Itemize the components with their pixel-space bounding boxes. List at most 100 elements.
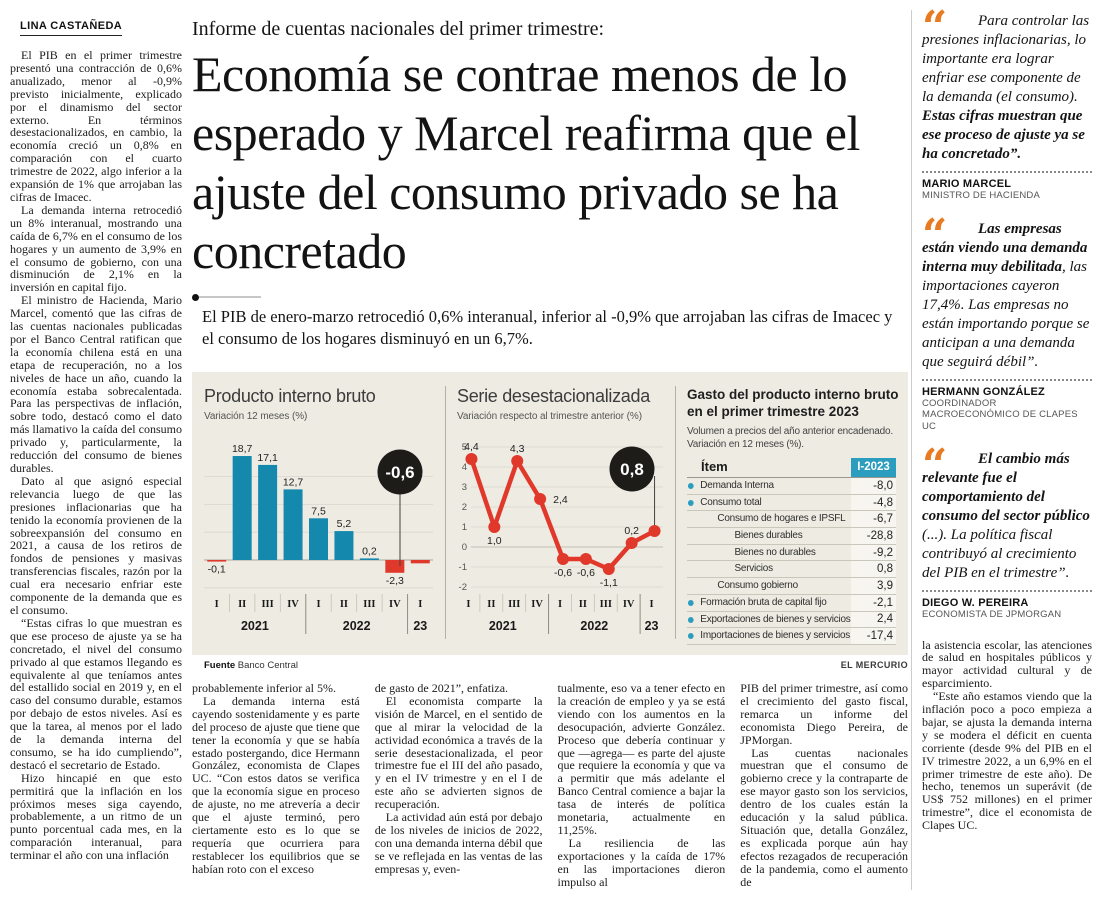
data-point (625, 537, 638, 549)
year-label: 23 (645, 619, 659, 633)
table-row-value: -28,8 (851, 528, 896, 544)
pull-quote-gonzalez: “Las empresas están viendo una demanda i… (922, 209, 1092, 433)
line-chart-title: Serie desestacionalizada (457, 386, 650, 406)
bar-chart-subtitle: Variación 12 meses (%) (204, 411, 308, 422)
right-column: “Para controlar las presiones inflaciona… (922, 2, 1092, 833)
paragraph: La demanda interna está cayendo sostenid… (192, 693, 360, 876)
y-tick-label: -1 (459, 562, 467, 573)
quote-author: MARIO MARCEL (922, 178, 1012, 190)
paragraph: La demanda interna retrocedió un 8% inte… (10, 202, 182, 295)
year-label: 23 (413, 619, 427, 633)
table-row-value: 3,9 (851, 578, 896, 594)
table-row: Formación bruta de capital fijo -2,1 (687, 593, 896, 611)
quote-segment: Para controlar las presiones inflacionar… (922, 13, 1090, 105)
subhead: El PIB de enero-marzo retrocedió 0,6% in… (202, 307, 893, 348)
quote-author-role: ECONOMISTA DE JPMORGAN (922, 609, 1062, 620)
paragraph: El PIB en el primer trimestre presentó u… (10, 48, 182, 204)
quote-segment: Estas cifras muestran que ese proceso de… (922, 108, 1085, 162)
x-tick-label: I (215, 599, 219, 610)
year-label: 2021 (489, 619, 517, 633)
point-value-label: 4,4 (464, 441, 479, 453)
bullet-icon (687, 633, 694, 640)
source-name: Banco Central (237, 660, 298, 671)
pull-quote-pereira: “El cambio más relevante fue el comporta… (922, 444, 1092, 621)
paragraph: tualmente, eso va a tener efecto en la c… (557, 681, 726, 837)
x-tick-label: I (650, 599, 654, 610)
table-row-label: Bienes no durables (734, 545, 816, 558)
source-label: Fuente (204, 660, 236, 671)
left-column-text: El PIB en el primer trimestre presentó u… (10, 49, 182, 862)
callout-value: -0,6 (385, 463, 414, 482)
bullet-icon (687, 499, 694, 506)
table-subtitle-line2: Variación en 12 meses (%). (687, 439, 804, 450)
x-tick-label: IV (623, 599, 635, 610)
quote-text: “Para controlar las presiones inflaciona… (922, 2, 1092, 164)
publisher-credit: EL MERCURIO (840, 660, 908, 670)
x-tick-label: III (261, 599, 273, 610)
bottom-column-2: de gasto de 2021”, enfatiza. El economist… (375, 682, 543, 889)
y-tick-label: 2 (462, 502, 467, 513)
y-tick-label: 1 (462, 522, 467, 533)
quote-author-role: MINISTRO DE HACIENDA (922, 190, 1041, 201)
y-tick-label: 3 (462, 482, 467, 493)
table-header-item: Ítem (701, 459, 728, 474)
subhead-dash-icon (199, 296, 261, 298)
bottom-columns: probablemente inferior al 5%. La demanda … (192, 682, 908, 889)
data-point (534, 493, 547, 505)
table-row: Consumo gobierno 3,9 (687, 577, 896, 594)
paragraph: Las cuentas nacionales muestran que el c… (740, 745, 908, 889)
table-row-value: -17,4 (851, 628, 896, 644)
x-tick-label: II (579, 599, 587, 610)
bar (207, 560, 227, 562)
table-header-period: I-2023 (851, 458, 896, 477)
year-label: 2022 (580, 619, 608, 633)
quote-segment: El cambio más relevante fue el comportam… (922, 451, 1090, 524)
bar (258, 464, 278, 560)
paragraph: probablemente inferior al 5%. (192, 681, 336, 695)
paragraph: El economista comparte la visión de Marc… (374, 693, 543, 812)
data-point (557, 553, 569, 565)
quote-segment: Las empresas están viendo una demanda in… (922, 220, 1088, 275)
bar-value-label: 18,7 (232, 443, 253, 455)
pull-quote-marcel: “Para controlar las presiones inflaciona… (922, 2, 1092, 202)
quote-author-role: COORDINADOR MACROECONÓMICO DE CLAPES UC (922, 397, 1078, 432)
quote-attribution: DIEGO W. PEREIRA ECONOMISTA DE JPMORGAN (922, 597, 1092, 621)
x-tick-label: III (600, 599, 612, 610)
table-row-label: Bienes durables (734, 529, 803, 542)
quote-mark-icon: “ (922, 2, 948, 53)
table-row-value: -4,8 (851, 494, 896, 511)
point-value-label: -0,6 (577, 567, 595, 579)
paragraph: El ministro de Hacienda, Mario Marcel, c… (10, 293, 182, 475)
data-point (648, 525, 661, 537)
data-point (579, 553, 592, 565)
bar-chart-title: Producto interno bruto (204, 386, 376, 406)
table-row-value: -2,1 (851, 594, 896, 611)
line-chart-panel: Serie desestacionalizada Variación respe… (445, 372, 675, 655)
bar-value-label: -2,3 (386, 575, 404, 587)
table-row-label: Consumo total (687, 495, 842, 511)
quote-mark-icon: “ (922, 209, 948, 261)
y-tick-label: 4 (462, 462, 467, 473)
line-chart-subtitle: Variación respecto al trimestre anterior… (457, 411, 642, 422)
bar (410, 560, 430, 564)
table-row: Consumo total -4,8 (687, 493, 896, 511)
infographic-credits: Fuente Banco Central EL MERCURIO (192, 660, 908, 671)
table-row-value: 2,4 (851, 611, 896, 628)
paragraph: “Este año estamos viendo que la inflació… (922, 689, 1092, 833)
right-column-text: la asistencia escolar, las atenciones de… (922, 637, 1092, 833)
bar-chart: -0,118,717,112,77,55,20,2-2,3I II III IV I II… (204, 443, 433, 634)
y-tick-label: 5 (462, 442, 467, 453)
x-tick-label: III (508, 599, 520, 610)
table-row-label: Consumo de hogares e IPSFL (717, 512, 846, 525)
callout-badge (377, 449, 423, 495)
paragraph: la asistencia escolar, las atenciones de… (922, 637, 1092, 691)
bar (309, 518, 328, 560)
quote-segment: , las importaciones cayeron 17,4%. Las e… (922, 258, 1090, 370)
paragraph: La actividad aún está por debajo de los … (374, 810, 543, 876)
table-row: Bienes no durables -9,2 (687, 543, 896, 561)
quote-text: “El cambio más relevante fue el comporta… (922, 444, 1092, 583)
table-row-value: 0,8 (851, 561, 896, 578)
table-title-line2: en el primer trimestre 2023 (687, 404, 859, 419)
table-row: Bienes durables -28,8 (687, 527, 896, 544)
table-row: Exportaciones de bienes y servicios 2,4 (687, 610, 896, 628)
